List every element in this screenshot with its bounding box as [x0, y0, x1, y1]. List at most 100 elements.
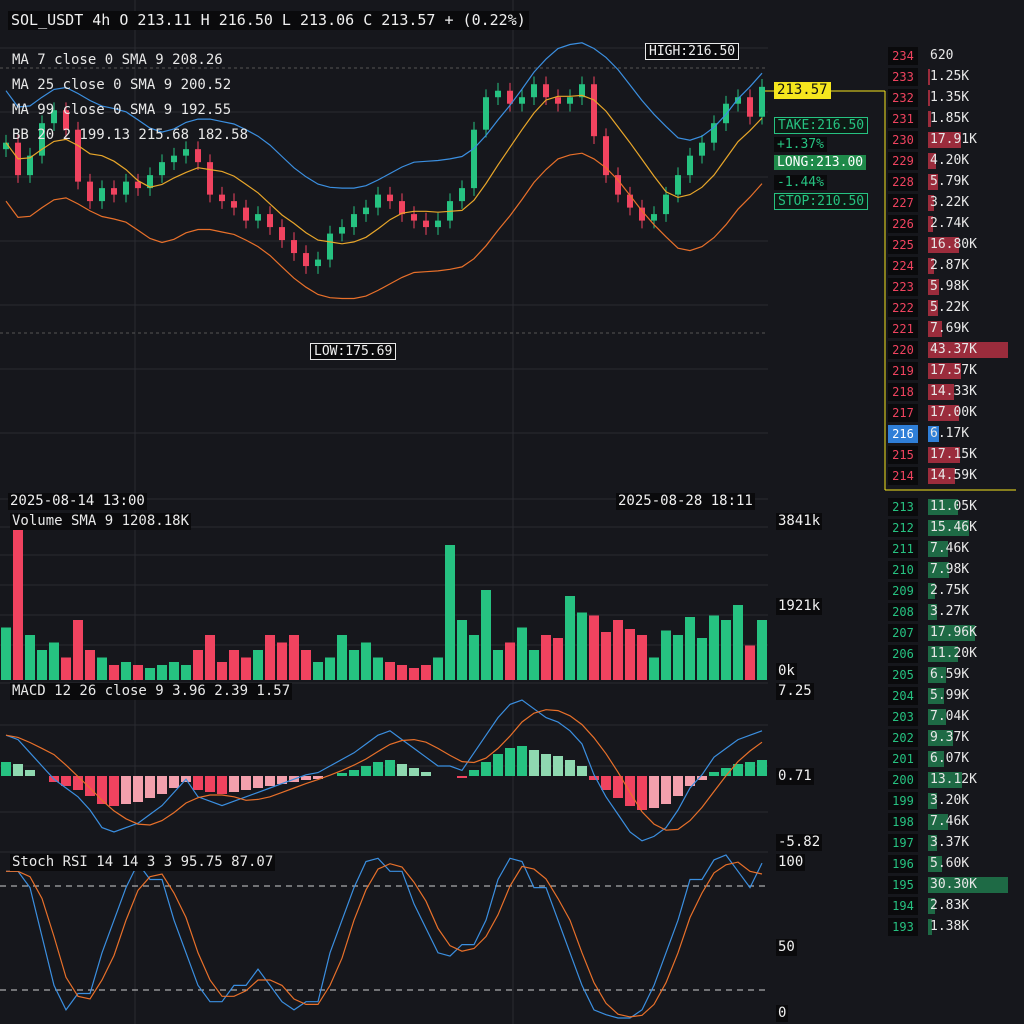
candle-body — [315, 259, 321, 267]
volume-bar — [433, 657, 443, 680]
candle-body — [75, 129, 81, 182]
ma99-legend[interactable]: MA 99 close 0 SMA 9 192.55 — [12, 102, 232, 118]
volume-bar — [409, 668, 419, 680]
volume-bar — [541, 635, 551, 680]
candle-body — [663, 194, 669, 215]
volume-axis-top: 3841k — [776, 513, 823, 530]
macd-histogram-bar — [133, 776, 143, 802]
macd-histogram-bar — [757, 760, 767, 776]
candle-body — [39, 123, 45, 156]
volume-bar — [673, 635, 683, 680]
candle-body — [735, 97, 741, 104]
volume-bar — [277, 642, 287, 680]
candle-body — [183, 149, 189, 156]
volume-bar — [169, 662, 179, 680]
time-label-left: 2025-08-14 13:00 — [8, 493, 147, 510]
volume-bar — [121, 662, 131, 680]
candle-body — [339, 227, 345, 234]
volume-bar — [661, 630, 671, 680]
macd-legend[interactable]: MACD 12 26 close 9 3.96 2.39 1.57 — [10, 683, 293, 700]
candle-body — [471, 129, 477, 189]
macd-histogram-bar — [685, 776, 695, 786]
macd-histogram-bar — [517, 746, 527, 776]
volume-bar — [709, 615, 719, 680]
stoch-axis-top: 100 — [776, 854, 806, 871]
bb-lower-line — [5, 152, 763, 300]
macd-histogram-bar — [241, 776, 251, 790]
macd-histogram-bar — [421, 772, 431, 776]
candle-body — [375, 194, 381, 208]
volume-bar — [25, 635, 35, 680]
macd-histogram-bar — [361, 766, 371, 776]
macd-histogram-bar — [601, 776, 611, 790]
macd-axis-bottom: -5.82 — [776, 834, 823, 851]
macd-histogram-bar — [25, 770, 35, 776]
macd-histogram-bar — [121, 776, 131, 804]
volume-legend[interactable]: Volume SMA 9 1208.18K — [10, 513, 192, 530]
candle-body — [531, 84, 537, 98]
candle-body — [687, 155, 693, 176]
take-pct-label: +1.37% — [774, 137, 827, 152]
macd-histogram-bar — [169, 776, 179, 788]
volume-bar — [745, 645, 755, 680]
volume-bar — [421, 665, 431, 680]
take-profit-label[interactable]: TAKE:216.50 — [774, 117, 869, 134]
volume-bar — [133, 665, 143, 680]
macd-histogram-bar — [13, 764, 23, 776]
macd-histogram-bar — [721, 768, 731, 776]
candle-body — [111, 188, 117, 195]
candle-body — [219, 194, 225, 202]
ma-line — [5, 94, 763, 245]
bb-legend[interactable]: BB 20 2 199.13 215.68 182.58 — [12, 127, 249, 143]
ma25-legend[interactable]: MA 25 close 0 SMA 9 200.52 — [12, 77, 232, 93]
macd-histogram-bar — [613, 776, 623, 798]
candle-body — [627, 194, 633, 208]
macd-histogram-bar — [313, 776, 323, 779]
macd-histogram-bar — [109, 776, 119, 806]
macd-histogram-bar — [1, 762, 11, 776]
volume-bar — [109, 665, 119, 680]
stoch-k-line — [6, 854, 763, 1019]
volume-bar — [589, 615, 599, 680]
interval-label: 4h — [92, 11, 111, 29]
volume-bar — [253, 650, 263, 680]
stoch-d-line — [6, 861, 763, 1018]
candle-body — [51, 110, 57, 124]
macd-histogram-bar — [493, 754, 503, 776]
volume-bar — [505, 642, 515, 680]
volume-bar — [49, 642, 59, 680]
volume-bar — [613, 620, 623, 680]
macd-histogram-bar — [61, 776, 71, 786]
volume-bar — [337, 635, 347, 680]
stop-loss-label[interactable]: STOP:210.50 — [774, 193, 869, 210]
volume-bar — [73, 620, 83, 680]
long-entry-label[interactable]: LONG:213.00 — [774, 155, 867, 170]
candle-body — [123, 181, 129, 195]
candle-body — [255, 214, 261, 221]
macd-histogram-bar — [733, 764, 743, 776]
candle-body — [399, 201, 405, 215]
volume-bar — [289, 635, 299, 680]
macd-histogram-bar — [397, 764, 407, 776]
candle-body — [387, 194, 393, 202]
high-marker: HIGH:216.50 — [645, 43, 740, 60]
volume-bar — [457, 620, 467, 680]
stoch-legend[interactable]: Stoch RSI 14 14 3 3 95.75 87.07 — [10, 854, 276, 871]
volume-bar — [685, 617, 695, 680]
candle-body — [603, 136, 609, 176]
volume-bar — [697, 638, 707, 680]
ma7-legend[interactable]: MA 7 close 0 SMA 9 208.26 — [12, 52, 223, 68]
candle-body — [3, 142, 9, 150]
volume-axis-mid: 1921k — [776, 598, 823, 615]
stoch-axis-mid: 50 — [776, 939, 797, 956]
candle-body — [747, 97, 753, 117]
last-price-badge: 213.57 — [774, 82, 831, 99]
candle-body — [159, 162, 165, 176]
macd-histogram-bar — [253, 776, 263, 788]
volume-bar — [325, 657, 335, 680]
volume-bar — [493, 650, 503, 680]
macd-histogram-bar — [553, 756, 563, 776]
volume-bar — [553, 638, 563, 680]
volume-bar — [445, 545, 455, 680]
